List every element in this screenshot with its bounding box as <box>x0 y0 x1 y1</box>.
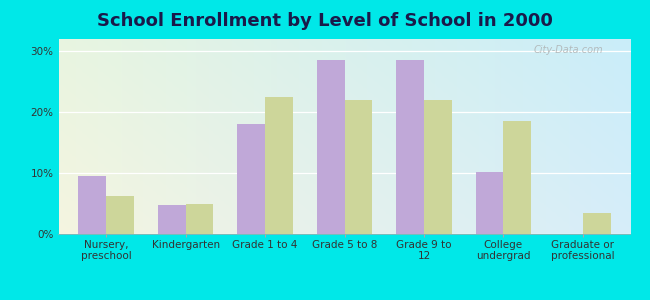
Text: City-Data.com: City-Data.com <box>533 45 603 55</box>
Bar <box>265 97 293 234</box>
Bar <box>186 203 213 234</box>
Text: School Enrollment by Level of School in 2000: School Enrollment by Level of School in … <box>97 12 553 30</box>
Bar <box>106 196 134 234</box>
Bar <box>317 60 345 234</box>
Bar <box>344 100 372 234</box>
Bar <box>424 100 452 234</box>
Bar <box>158 205 186 234</box>
Bar <box>583 213 610 234</box>
Bar <box>476 172 503 234</box>
Bar <box>79 176 106 234</box>
Bar <box>396 60 424 234</box>
Bar <box>237 124 265 234</box>
Bar <box>503 121 531 234</box>
